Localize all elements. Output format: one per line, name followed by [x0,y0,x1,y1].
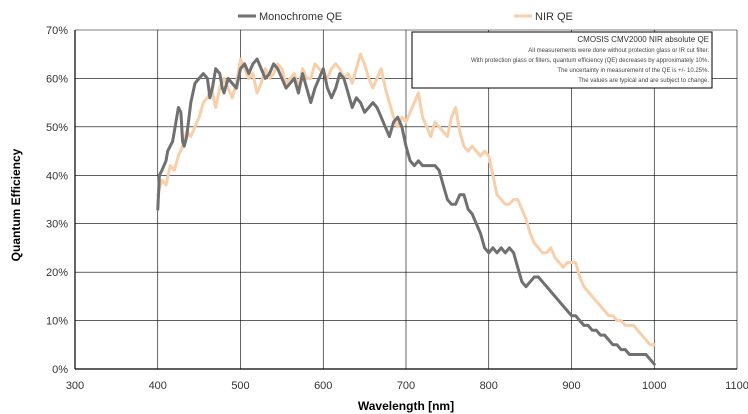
x-tick-label: 400 [149,380,167,392]
y-tick-label: 20% [46,267,68,279]
legend-label-monochrome: Monochrome QE [259,11,342,23]
x-axis-label: Wavelength [nm] [358,399,454,413]
legend: Monochrome QE NIR QE [238,11,573,23]
annotation-line-2: With protection glass or filters, quantu… [471,58,709,64]
y-axis-label: Quantum Efficiency [9,148,23,261]
legend-label-nir: NIR QE [535,11,573,23]
y-tick-label: 0% [52,364,68,376]
annotation-title: CMOSIS CMV2000 NIR absolute QE [577,35,709,44]
y-tick-label: 70% [46,25,68,37]
annotation-line-3: The uncertainty in measurement of the QE… [557,68,709,74]
annotation-box: CMOSIS CMV2000 NIR absolute QE All measu… [411,31,713,89]
annotation-line-1: All measurements were done without prote… [528,48,709,54]
x-tick-label: 900 [562,380,580,392]
tick-labels: 0% 10% 20% 30% 40% 50% 60% 70% 300 400 500 600 700 80… [46,25,748,392]
series-layer [156,52,656,366]
annotation-line-4: The values are typical and are subject t… [578,78,709,84]
x-tick-label: 300 [66,380,84,392]
x-tick-label: 500 [231,380,249,392]
x-tick-label: 1000 [642,380,666,392]
grid [74,29,738,370]
annotation-frame [411,31,713,89]
y-tick-label: 30% [46,219,68,231]
series-line-monochrome [156,57,656,366]
x-tick-label: 800 [480,380,498,392]
y-tick-label: 50% [46,122,68,134]
x-tick-label: 700 [397,380,415,392]
x-tick-label: 1100 [725,380,748,392]
y-tick-label: 60% [46,73,68,85]
series-line-nir [156,52,656,347]
y-tick-label: 10% [46,316,68,328]
y-tick-label: 40% [46,170,68,182]
x-tick-label: 600 [314,380,332,392]
